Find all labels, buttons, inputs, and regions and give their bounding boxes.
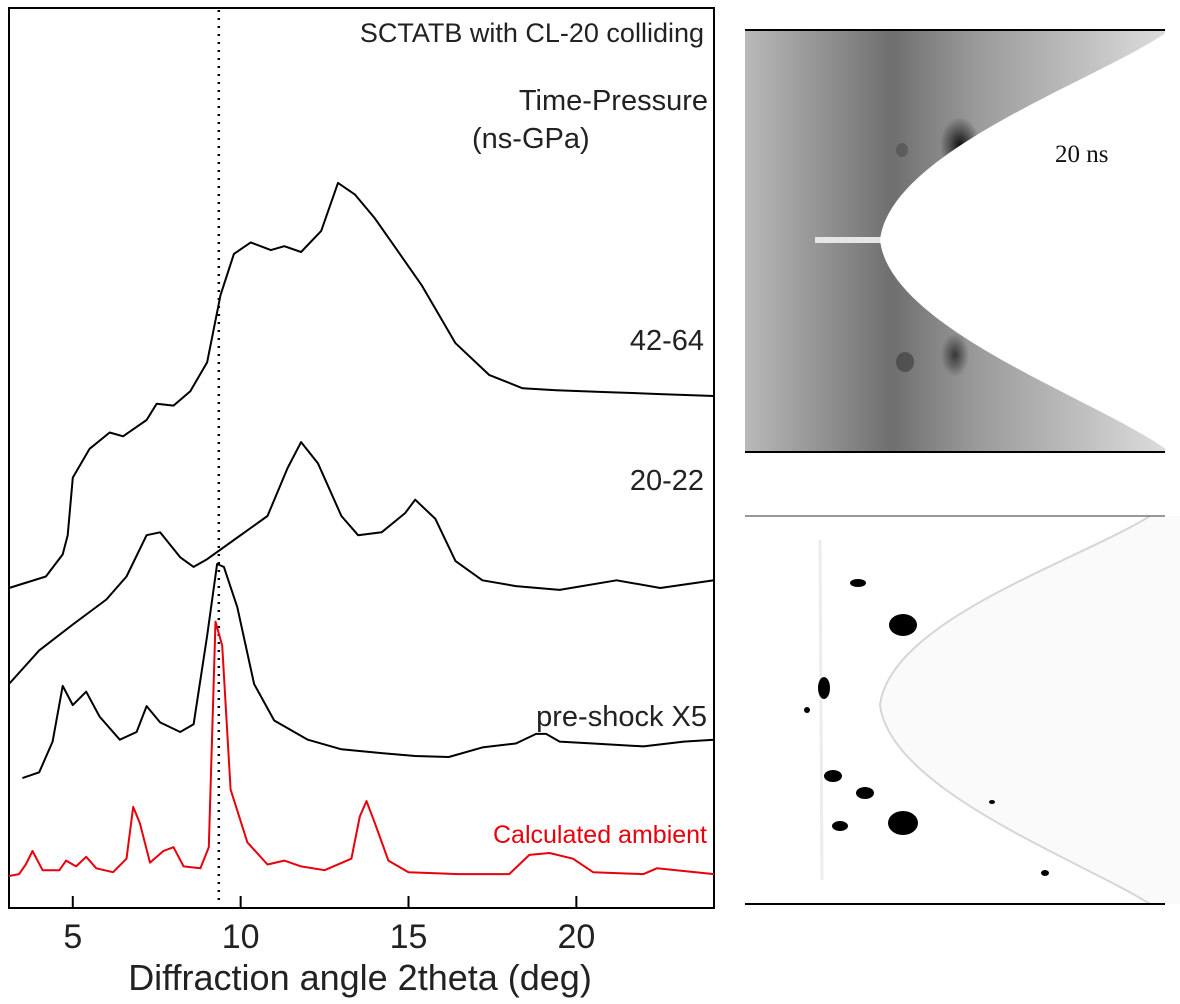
x-tick-label: 5 (63, 918, 82, 956)
x-tick-label: 20 (557, 918, 595, 956)
x-axis-label: Diffraction angle 2theta (deg) (128, 957, 592, 998)
series-label-pre-shock: pre-shock X5 (536, 701, 707, 733)
chart-title: SCTATB with CL-20 colliding (360, 18, 704, 48)
series-line-2 (22, 563, 715, 780)
series-label-42-64: 42-64 (630, 325, 704, 357)
series-line-3 (8, 620, 715, 877)
diffraction-spots (804, 579, 1049, 876)
x-axis-ticks: 5 10 15 20 (63, 896, 595, 956)
diffraction-image-top: 20 ns (745, 29, 1180, 453)
series-label-20-22: 20-22 (630, 465, 704, 497)
legend-title-line1: Time-Pressure (519, 85, 708, 117)
x-tick-label: 10 (222, 918, 260, 956)
x-tick-label: 15 (390, 918, 428, 956)
series-line-0 (8, 181, 715, 589)
diffraction-image-bottom (745, 515, 1180, 905)
plot-frame (8, 7, 715, 909)
image-time-label: 20 ns (1055, 141, 1108, 168)
series-label-calculated: Calculated ambient (493, 821, 707, 849)
diffraction-plot: 5 10 15 20 SCTATB with CL-20 colliding Time… (8, 7, 715, 998)
series-line-1 (8, 441, 715, 685)
legend-title-line2: (ns-GPa) (472, 123, 590, 155)
traces-group (8, 181, 715, 877)
